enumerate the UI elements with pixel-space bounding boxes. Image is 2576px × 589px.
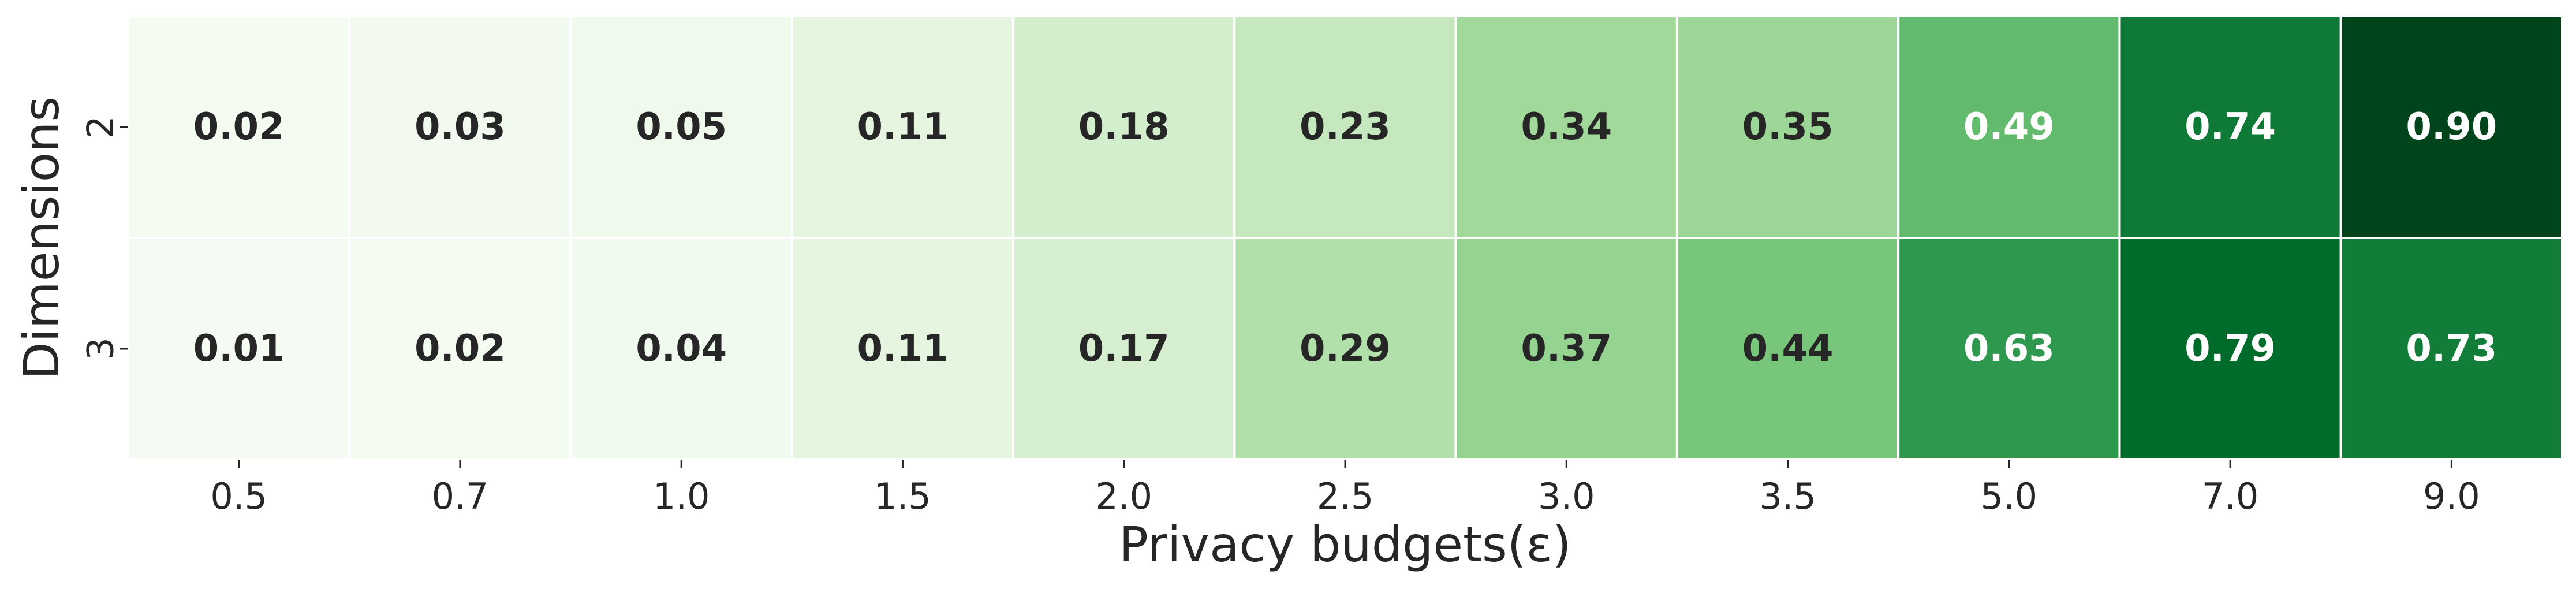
x-axis-ticks: 0.5 0.7 1.0 1.5 2.0 2.5 3.0 3.5 5.0 7.0 9.0: [210, 460, 2480, 517]
heatmap-cell: [2339, 237, 2564, 461]
y-axis-ticks: 23: [80, 115, 128, 360]
heatmap-cell: [1012, 15, 1236, 239]
cell-value-label: 0.01: [193, 327, 285, 370]
x-tick-label: 1.0: [653, 475, 710, 517]
heatmap-cell: [569, 15, 793, 239]
heatmap-cell: [127, 15, 351, 239]
cell-value-label: 0.04: [636, 327, 727, 370]
heatmap-cell: [790, 15, 1015, 239]
x-tick-label: 2.0: [1095, 475, 1152, 517]
cell-value-label: 0.11: [857, 106, 949, 148]
cell-value-label: 0.63: [1963, 327, 2055, 370]
heatmap-cell: [1675, 237, 1900, 461]
cell-value-label: 0.03: [415, 106, 506, 148]
cell-value-label: 0.74: [2185, 106, 2276, 148]
heatmap-cell: [127, 237, 351, 461]
cell-value-label: 0.02: [193, 106, 285, 148]
x-tick-label: 1.5: [874, 475, 931, 517]
x-tick-label: 0.7: [432, 475, 489, 517]
cell-value-label: 0.05: [636, 106, 727, 148]
cell-value-label: 0.37: [1521, 327, 1612, 370]
x-tick-label: 9.0: [2423, 475, 2480, 517]
y-tick-label: 3: [80, 337, 122, 360]
cell-value-label: 0.02: [415, 327, 506, 370]
cell-value-label: 0.49: [1963, 106, 2055, 148]
cell-value-label: 0.34: [1521, 106, 1612, 148]
heatmap-cell: [569, 237, 793, 461]
y-tick-label: 2: [80, 115, 122, 138]
x-axis-label: Privacy budgets(ε): [1119, 516, 1571, 573]
x-tick-label: 2.5: [1317, 475, 1374, 517]
heatmap-cell: [1675, 15, 1900, 239]
heatmap-cell: [1897, 237, 2121, 461]
y-axis-label: Dimensions: [13, 96, 70, 379]
cell-value-label: 0.29: [1300, 327, 1391, 370]
x-tick-label: 7.0: [2202, 475, 2259, 517]
heatmap-cell: [1233, 237, 1457, 461]
cell-value-label: 0.18: [1078, 106, 1170, 148]
cell-value-label: 0.23: [1300, 106, 1391, 148]
x-tick-label: 3.5: [1759, 475, 1816, 517]
heatmap-cell: [348, 237, 572, 461]
heatmap-cell: [2118, 15, 2342, 239]
x-tick-label: 5.0: [1981, 475, 2038, 517]
heatmap-cell: [348, 15, 572, 239]
heatmap-cell: [790, 237, 1015, 461]
heatmap-cell: [1454, 237, 1678, 461]
cell-value-label: 0.35: [1742, 106, 1834, 148]
heatmap-cell: [2118, 237, 2342, 461]
heatmap-cells: 0.02 0.03 0.05 0.11 0.18 0.23 0.34 0.35 0.49 0.74…: [127, 15, 2564, 461]
x-tick-label: 3.0: [1538, 475, 1595, 517]
x-tick-label: 0.5: [210, 475, 267, 517]
cell-value-label: 0.90: [2406, 106, 2497, 148]
cell-value-label: 0.73: [2406, 327, 2497, 370]
cell-value-label: 0.17: [1078, 327, 1170, 370]
cell-value-label: 0.44: [1742, 327, 1834, 370]
cell-value-label: 0.79: [2185, 327, 2276, 370]
cell-value-label: 0.11: [857, 327, 949, 370]
heatmap-cell: [1233, 15, 1457, 239]
heatmap-cell: [2339, 15, 2564, 239]
heatmap-cell: [1012, 237, 1236, 461]
